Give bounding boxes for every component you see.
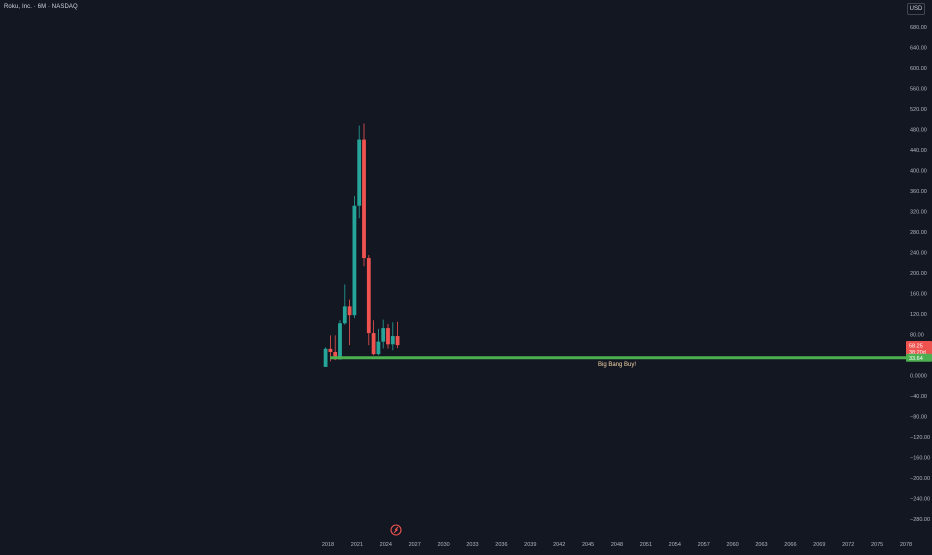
candle-body (376, 341, 381, 355)
candle-body (333, 352, 338, 360)
candle[interactable] (352, 196, 357, 319)
time-axis[interactable]: 2018 2021 2024 2027 2030 2033 2036 2039 2042 2045… (322, 542, 912, 548)
candle-body (362, 139, 366, 259)
candle[interactable] (386, 323, 390, 349)
candle[interactable] (371, 320, 376, 356)
price-tick-label: 680.00 (910, 25, 927, 31)
support-price-label (906, 353, 932, 362)
candle[interactable] (362, 123, 366, 267)
candle-body (386, 328, 390, 345)
price-tick-label: −40.00 (910, 394, 927, 400)
price-tick-label: 320.00 (910, 210, 927, 216)
price-tick-label: 640.00 (910, 46, 927, 52)
price-axis-labels: 58.25 38:20d 33.64 (906, 341, 932, 362)
time-tick-label: 2057 (698, 542, 710, 548)
price-tick-label: 240.00 (910, 251, 927, 257)
candle-body (342, 306, 347, 324)
currency-button[interactable]: USD (907, 3, 925, 15)
time-tick-label: 2024 (380, 542, 392, 548)
time-tick-label: 2069 (813, 542, 825, 548)
time-tick-label: 2048 (611, 542, 623, 548)
time-tick-label: 2027 (409, 542, 421, 548)
last-price-label (906, 341, 932, 356)
candle-body (352, 205, 357, 316)
price-tick-label: 360.00 (910, 189, 927, 195)
price-tick-label: 160.00 (910, 292, 927, 298)
candle-body (395, 336, 400, 346)
candle[interactable] (342, 284, 347, 325)
candle[interactable] (390, 322, 395, 351)
price-tick-label: 80.00 (910, 333, 924, 339)
price-tick-label: 200.00 (910, 271, 927, 277)
time-tick-label: 2018 (322, 542, 334, 548)
last-price-value: 58.25 (909, 344, 923, 350)
countdown-value: 38:20d (909, 350, 926, 356)
time-tick-label: 2021 (351, 542, 363, 548)
candle-body (381, 328, 386, 342)
candle[interactable] (376, 328, 381, 356)
support-line-group: Big Bang Buy! (330, 356, 906, 368)
price-tick-label: −200.00 (910, 476, 930, 482)
time-tick-label: 2060 (726, 542, 738, 548)
candles-layer (323, 123, 400, 367)
time-tick-label: 2066 (784, 542, 796, 548)
candle[interactable] (347, 299, 352, 346)
price-tick-label: 400.00 (910, 169, 927, 175)
price-axis[interactable]: 680.00 640.00 600.00 560.00 520.00 480.00 440.… (910, 25, 930, 523)
time-tick-label: 2042 (553, 542, 565, 548)
price-tick-label: 520.00 (910, 107, 927, 113)
candle-body (347, 306, 352, 316)
time-tick-label: 2054 (669, 542, 681, 548)
candle-body (371, 333, 376, 355)
candle[interactable] (357, 125, 362, 219)
candle-body (338, 323, 342, 360)
time-tick-label: 2078 (900, 542, 912, 548)
candle[interactable] (366, 255, 371, 346)
candle[interactable] (323, 347, 328, 367)
price-tick-label: −120.00 (910, 435, 930, 441)
candle[interactable] (338, 320, 342, 360)
support-price-value: 33.64 (909, 356, 923, 362)
candle[interactable] (395, 321, 400, 349)
price-tick-label: 560.00 (910, 87, 927, 93)
price-tick-label: 120.00 (910, 312, 927, 318)
price-tick-label: −80.00 (910, 415, 927, 421)
time-tick-label: 2030 (437, 542, 449, 548)
time-tick-label: 2036 (495, 542, 507, 548)
time-tick-label: 2039 (524, 542, 536, 548)
price-tick-label: −280.00 (910, 517, 930, 523)
candle-body (328, 348, 333, 353)
time-tick-label: 2075 (871, 542, 883, 548)
time-tick-label: 2072 (842, 542, 854, 548)
price-tick-label: 280.00 (910, 230, 927, 236)
candle-body (357, 139, 362, 206)
symbol-title[interactable]: Roku, Inc. · 6M · NASDAQ (4, 4, 78, 10)
time-tick-label: 2051 (640, 542, 652, 548)
candle[interactable] (333, 335, 338, 361)
support-line-label: Big Bang Buy! (598, 362, 636, 368)
candle-body (366, 258, 371, 334)
price-tick-label: 600.00 (910, 66, 927, 72)
candle[interactable] (381, 319, 386, 349)
time-tick-label: 2033 (466, 542, 478, 548)
candle-body (390, 336, 395, 345)
price-tick-label: −160.00 (910, 456, 930, 462)
time-tick-label: 2063 (755, 542, 767, 548)
price-tick-label: −240.00 (910, 497, 930, 503)
price-tick-label: 440.00 (910, 148, 927, 154)
time-tick-label: 2045 (582, 542, 594, 548)
candle-body (323, 348, 328, 367)
tradingview-logo-icon[interactable] (390, 524, 402, 536)
price-tick-label: 480.00 (910, 128, 927, 134)
price-tick-label: 0.0000 (910, 374, 927, 380)
